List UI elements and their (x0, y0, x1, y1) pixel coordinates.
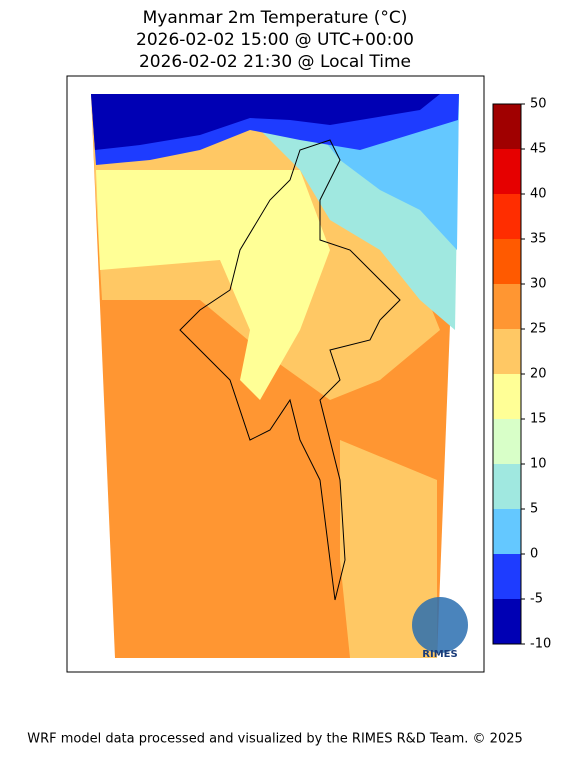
colorbar-tick-label: -5 (530, 592, 543, 607)
colorbar-bin (493, 509, 521, 554)
colorbar-bin (493, 284, 521, 329)
colorbar-tick-label: 25 (530, 322, 547, 337)
country-border (179, 139, 401, 601)
colorbar-bin (493, 599, 521, 644)
temp-field (340, 440, 437, 658)
colorbar-tick-label: 35 (530, 232, 547, 247)
colorbar-bin (493, 554, 521, 599)
colorbar-bin (493, 419, 521, 464)
colorbar-bin (493, 239, 521, 284)
colorbar-tick-label: 5 (530, 502, 538, 517)
colorbar-bin (493, 149, 521, 194)
logo-text: RIMES (422, 649, 457, 660)
map: RIMES (66, 75, 485, 673)
title-line: 2026-02-02 15:00 @ UTC+00:00 (136, 30, 414, 50)
colorbar-tick-label: 30 (530, 277, 547, 292)
logo (412, 597, 468, 653)
footer: WRF model data processed and visualized … (27, 732, 523, 747)
colorbar-tick-label: 50 (530, 97, 547, 112)
colorbar-tick-label: -10 (530, 637, 551, 652)
colorbar-bin (493, 374, 521, 419)
colorbar-bin (493, 464, 521, 509)
colorbar-tick-label: 20 (530, 367, 547, 382)
colorbar-bin (493, 104, 521, 149)
colorbar-bin (493, 194, 521, 239)
colorbar-tick-label: 40 (530, 187, 547, 202)
title-line: Myanmar 2m Temperature (°C) (143, 8, 408, 28)
colorbar-tick-label: 10 (530, 457, 547, 472)
title-line: 2026-02-02 21:30 @ Local Time (139, 52, 411, 72)
colorbar: -10 -5 0 5 10 15 20 25 30 35 40 45 50 (492, 97, 551, 652)
colorbar-tick-label: 0 (530, 547, 538, 562)
colorbar-bin (493, 329, 521, 374)
colorbar-tick-label: 15 (530, 412, 547, 427)
colorbar-tick-label: 45 (530, 142, 547, 157)
temp-field (91, 94, 440, 150)
temp-field (96, 170, 330, 400)
